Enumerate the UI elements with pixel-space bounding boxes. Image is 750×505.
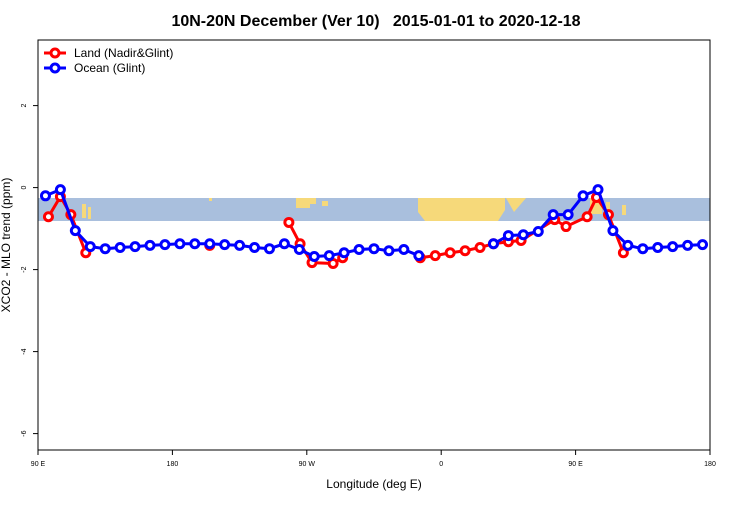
data-point <box>697 239 709 251</box>
data-point <box>652 241 664 253</box>
y-tick-label: 0 <box>21 186 28 190</box>
data-point <box>547 209 559 221</box>
land-patch <box>622 205 626 215</box>
data-point <box>84 241 96 253</box>
x-axis-label: Longitude (deg E) <box>326 477 421 491</box>
data-point <box>42 211 54 223</box>
data-point <box>159 239 171 251</box>
legend-marker <box>49 47 61 59</box>
data-point <box>592 184 604 196</box>
data-point <box>444 247 456 259</box>
data-point <box>204 238 216 250</box>
data-point <box>114 241 126 253</box>
data-point <box>263 243 275 255</box>
land-patch <box>506 198 526 212</box>
ocean-band <box>38 198 710 221</box>
data-point <box>429 250 441 262</box>
x-tick-label: 90 W <box>299 461 316 468</box>
data-point <box>219 239 231 251</box>
data-point <box>234 239 246 251</box>
data-point <box>398 244 410 256</box>
data-point <box>577 190 589 202</box>
land-patch <box>209 198 212 201</box>
data-point <box>667 241 679 253</box>
data-point <box>459 245 471 257</box>
data-point <box>532 225 544 237</box>
map-band <box>38 198 710 221</box>
data-point <box>174 238 186 250</box>
x-tick-label: 0 <box>439 461 443 468</box>
legend-label: Ocean (Glint) <box>74 61 145 75</box>
data-point <box>99 243 111 255</box>
y-axis-label: XCO2 - MLO trend (ppm) <box>0 178 13 313</box>
data-point <box>129 241 141 253</box>
data-point <box>308 250 320 262</box>
data-point <box>474 241 486 253</box>
data-point <box>637 243 649 255</box>
data-point <box>144 239 156 251</box>
plot-frame <box>37 39 711 451</box>
land-patch <box>418 198 505 221</box>
data-point <box>413 250 425 262</box>
y-tick-label: -4 <box>21 348 28 354</box>
data-point <box>323 250 335 262</box>
legend-marker <box>49 62 61 74</box>
y-tick-label: -2 <box>21 266 28 272</box>
data-point <box>487 238 499 250</box>
x-tick-label: 90 E <box>568 461 583 468</box>
series <box>39 184 709 262</box>
data-point <box>502 230 514 242</box>
data-point <box>293 244 305 256</box>
data-point <box>353 244 365 256</box>
data-point <box>368 243 380 255</box>
data-point <box>249 241 261 253</box>
data-point <box>189 238 201 250</box>
data-point <box>383 245 395 257</box>
chart-title: 10N-20N December (Ver 10) 2015-01-01 to … <box>171 13 580 30</box>
x-tick-label: 180 <box>704 461 716 468</box>
data-point <box>517 229 529 241</box>
land-patch <box>88 207 91 219</box>
data-point <box>682 239 694 251</box>
legend-label: Land (Nadir&Glint) <box>74 46 173 60</box>
data-point <box>39 190 51 202</box>
y-tick-label: 2 <box>21 104 28 108</box>
land-patch <box>82 204 86 218</box>
data-point <box>338 247 350 259</box>
land-patch <box>310 198 316 204</box>
land-patch <box>322 201 328 206</box>
data-point <box>581 211 593 223</box>
data-point <box>607 225 619 237</box>
data-point <box>562 209 574 221</box>
x-tick-label: 90 E <box>31 461 46 468</box>
data-point <box>560 221 572 233</box>
data-point <box>69 225 81 237</box>
y-tick-label: -6 <box>21 430 28 436</box>
data-point <box>283 216 295 228</box>
x-tick-label: 180 <box>167 461 179 468</box>
data-point <box>622 239 634 251</box>
data-point <box>617 247 629 259</box>
data-point <box>54 184 66 196</box>
land-patch <box>296 198 310 208</box>
land-patch <box>606 202 610 212</box>
data-point <box>278 238 290 250</box>
